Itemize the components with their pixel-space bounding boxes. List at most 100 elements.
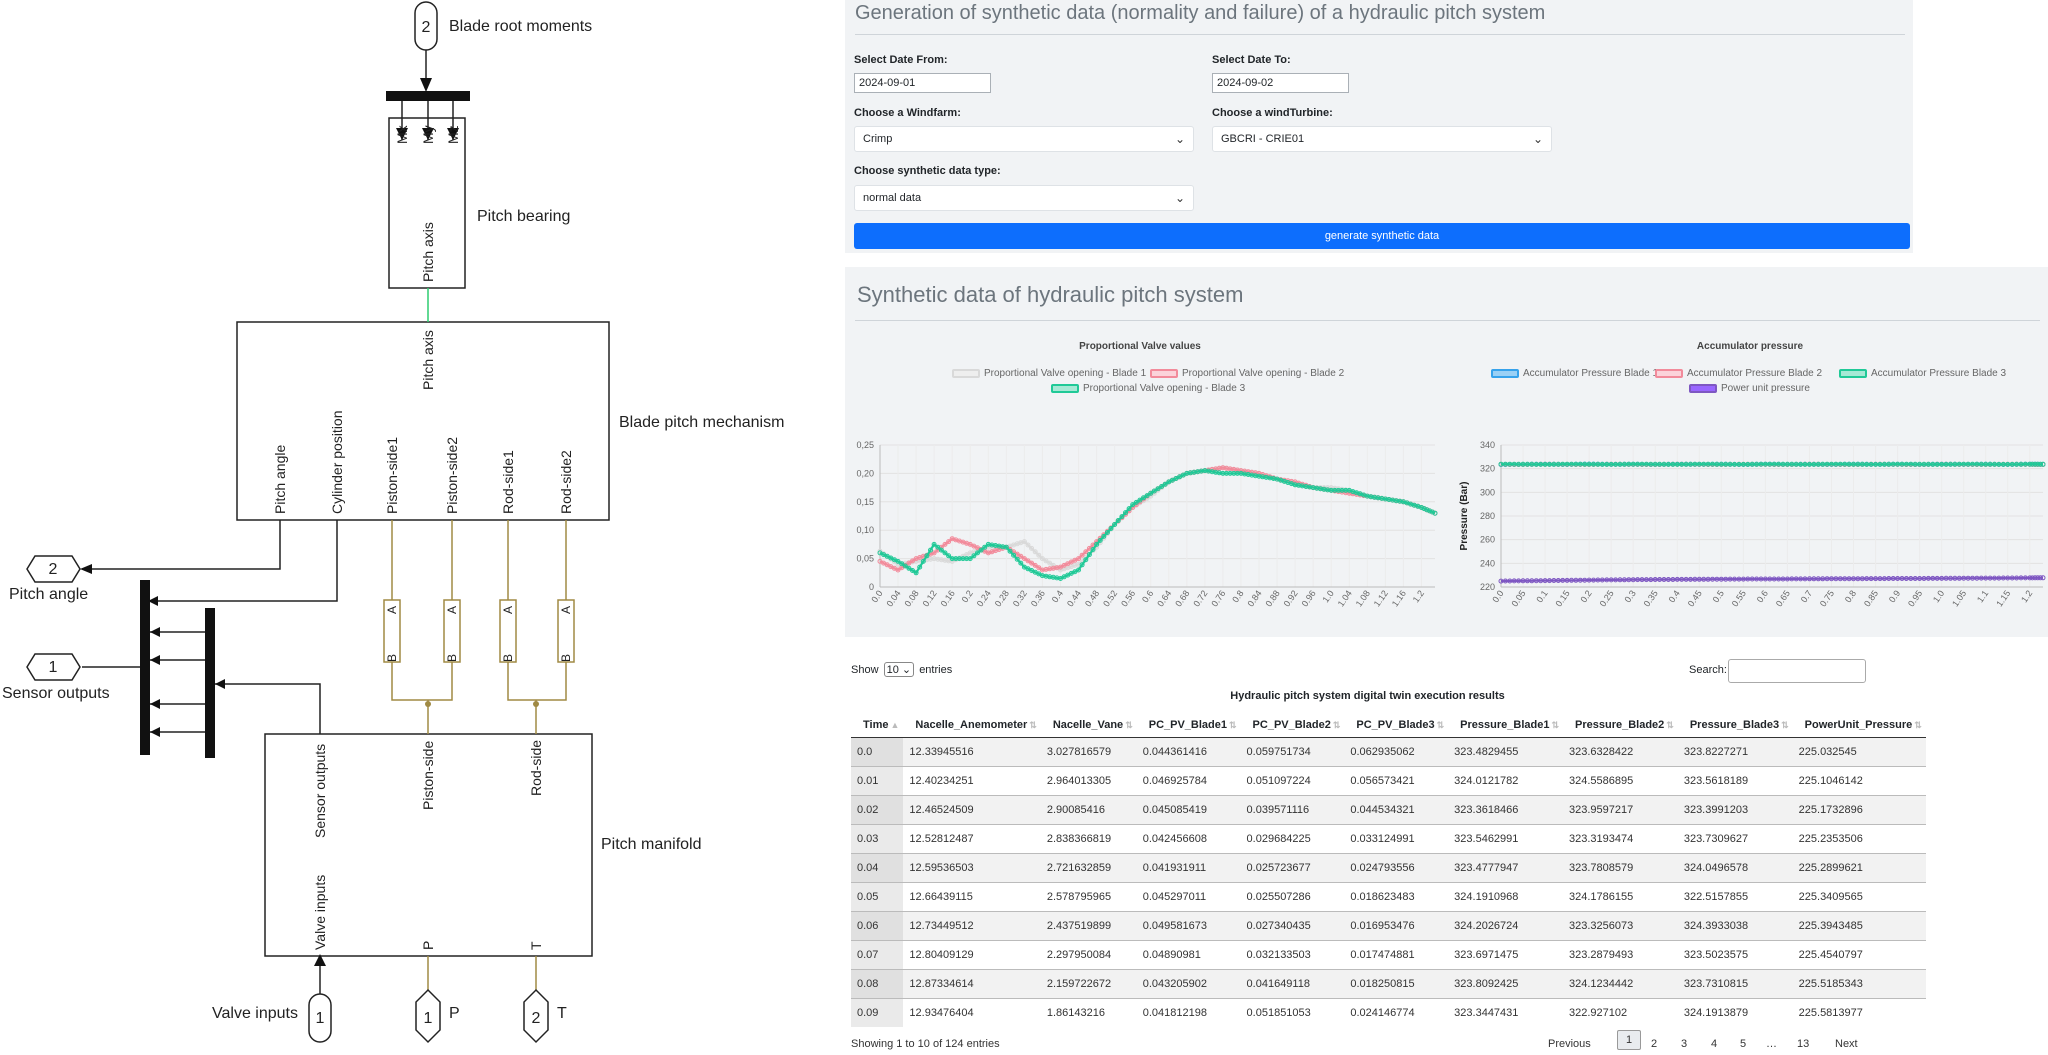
table-cell: 0.033124991	[1344, 824, 1449, 854]
table-cell: 323.7310815	[1677, 969, 1793, 999]
page-4-button[interactable]: 4	[1711, 1038, 1718, 1050]
column-header-powerunit_pressure[interactable]: PowerUnit_Pressure ⇅	[1792, 712, 1926, 738]
bearing-axis-label: Pitch axis	[420, 222, 436, 282]
column-header-pc_pv_blade1[interactable]: PC_PV_Blade1 ⇅	[1136, 712, 1241, 738]
table-cell: 2.437519899	[1040, 911, 1137, 941]
block-diagram: 2 Blade root moments Pitch bearing Blade…	[0, 0, 840, 1055]
chevron-down-icon: ⌄	[1174, 132, 1185, 146]
x-tick-label: 1.1	[1975, 588, 1990, 604]
port-pitch-angle[interactable]	[26, 555, 81, 583]
table-row[interactable]: 0.07 12.80409129 2.297950084 0.04890981 0.03…	[851, 940, 1926, 970]
port-t[interactable]	[523, 988, 549, 1044]
table-cell: 323.6328422	[1563, 737, 1678, 767]
data-point	[2037, 461, 2043, 467]
data-point	[1076, 556, 1081, 562]
date-to-input[interactable]: 2024-09-02	[1212, 73, 1349, 93]
chart2-legend-blade1[interactable]: Accumulator Pressure Blade 1	[1491, 368, 1658, 379]
table-cell: 225.3409565	[1792, 882, 1926, 912]
column-header-pressure_blade3[interactable]: Pressure_Blade3 ⇅	[1677, 712, 1793, 738]
table-row[interactable]: 0.01 12.40234251 2.964013305 0.046925784 0.0…	[851, 766, 1926, 796]
table-cell: 0.017474881	[1344, 940, 1449, 970]
chart2-legend-blade2[interactable]: Accumulator Pressure Blade 2	[1655, 368, 1822, 379]
table-cell: 225.032545	[1792, 737, 1926, 767]
table-cell: 323.5618189	[1677, 766, 1793, 796]
blade-root-port-number: 2	[422, 19, 431, 36]
data-point	[2029, 575, 2035, 581]
table-cell: 323.7309627	[1677, 824, 1793, 854]
data-point	[1599, 577, 1605, 583]
x-tick-label: 0.72	[1191, 588, 1209, 608]
page-3-button[interactable]: 3	[1681, 1038, 1688, 1050]
column-header-pc_pv_blade3[interactable]: PC_PV_Blade3 ⇅	[1344, 712, 1449, 738]
p-port-label: P	[449, 1005, 460, 1022]
data-point	[1119, 514, 1125, 520]
page-13-button[interactable]: 13	[1797, 1038, 1810, 1050]
table-row[interactable]: 0.05 12.66439115 2.578795965 0.045297011 0.0…	[851, 882, 1926, 912]
column-header-time[interactable]: Time ▲	[851, 712, 904, 738]
data-point	[1868, 576, 1874, 582]
chart1-legend-blade2[interactable]: Proportional Valve opening - Blade 2	[1150, 368, 1344, 379]
table-cell: 324.3933038	[1677, 911, 1793, 941]
data-point	[1802, 576, 1808, 582]
table-row[interactable]: 0.08 12.87334614 2.159722672 0.043205902 0.0…	[851, 969, 1926, 999]
chart2-legend-blade3[interactable]: Accumulator Pressure Blade 3	[1839, 368, 2006, 379]
port-valve-inputs[interactable]	[308, 993, 332, 1043]
pitch-bearing-block[interactable]	[388, 117, 466, 289]
table-row[interactable]: 0.06 12.73449512 2.437519899 0.049581673 0.0…	[851, 911, 1926, 941]
data-point	[1029, 560, 1035, 566]
table-cell: 0.06	[851, 911, 904, 941]
data-point	[1043, 558, 1049, 564]
table-row[interactable]: 0.0 12.33945516 3.027816579 0.044361416 0.05…	[851, 737, 1926, 767]
datatype-select[interactable]: normal data ⌄	[854, 185, 1194, 211]
previous-button[interactable]: Previous	[1548, 1038, 1591, 1050]
blade-pitch-mechanism-block[interactable]	[236, 321, 610, 521]
mux-bar-2	[205, 608, 215, 758]
data-point	[2005, 461, 2011, 467]
generate-button[interactable]: generate synthetic data	[854, 223, 1910, 249]
data-point	[1021, 539, 1027, 545]
entries-select[interactable]: 10 ⌄	[883, 662, 915, 677]
table-row[interactable]: 0.09 12.93476404 1.86143216 0.041812198 0.05…	[851, 998, 1926, 1027]
valve-port-number: 1	[316, 1010, 325, 1027]
table-cell: 0.046925784	[1136, 766, 1241, 796]
turbine-select[interactable]: GBCRI - CRIE01 ⌄	[1212, 126, 1552, 152]
table-row[interactable]: 0.03 12.52812487 2.838366819 0.042456608 0.0…	[851, 824, 1926, 854]
x-tick-label: 0.3	[1622, 588, 1637, 604]
port-p[interactable]	[415, 988, 441, 1044]
page-5-button[interactable]: 5	[1740, 1038, 1747, 1050]
column-header-nacelle_vane[interactable]: Nacelle_Vane ⇅	[1040, 712, 1137, 738]
page-1-button[interactable]: 1	[1617, 1030, 1642, 1050]
manifold-rod-label: Rod-side	[528, 740, 544, 796]
column-header-pc_pv_blade2[interactable]: PC_PV_Blade2 ⇅	[1240, 712, 1345, 738]
data-point	[906, 565, 912, 571]
data-point	[1427, 508, 1433, 514]
data-point	[1032, 562, 1038, 568]
table-cell: 12.33945516	[903, 737, 1041, 767]
column-header-pressure_blade1[interactable]: Pressure_Blade1 ⇅	[1448, 712, 1563, 738]
date-from-input[interactable]: 2024-09-01	[854, 73, 991, 93]
data-point	[1104, 530, 1110, 535]
data-point	[1868, 461, 1874, 467]
table-row[interactable]: 0.04 12.59536503 2.721632859 0.041931911 0.0…	[851, 853, 1926, 883]
table-row[interactable]: 0.02 12.46524509 2.90085416 0.045085419 0.03…	[851, 795, 1926, 825]
data-point	[1014, 556, 1020, 562]
search-input[interactable]	[1728, 659, 1866, 683]
page-2-button[interactable]: 2	[1651, 1038, 1658, 1050]
table-cell: 0.018250815	[1344, 969, 1449, 999]
table-cell: 0.043205902	[1136, 969, 1241, 999]
x-tick-label: 0.75	[1818, 588, 1836, 608]
cyl3-b-label: B	[501, 654, 515, 662]
table-caption: Hydraulic pitch system digital twin exec…	[1230, 690, 1505, 702]
y-tick-label: 0,20	[856, 468, 874, 478]
chart2-legend-powerunit[interactable]: Power unit pressure	[1689, 383, 1810, 394]
x-tick-label: 1.0	[1931, 588, 1946, 604]
chart1-legend-blade1[interactable]: Proportional Valve opening - Blade 1	[952, 368, 1146, 379]
x-tick-label: 0.2	[960, 588, 975, 604]
column-header-nacelle_anemometer[interactable]: Nacelle_Anemometer ⇅	[903, 712, 1041, 738]
data-point	[1039, 556, 1045, 562]
port-sensor-outputs[interactable]	[26, 653, 81, 681]
column-header-pressure_blade2[interactable]: Pressure_Blade2 ⇅	[1563, 712, 1678, 738]
windfarm-select[interactable]: Crimp ⌄	[854, 126, 1194, 152]
next-button[interactable]: Next	[1835, 1038, 1858, 1050]
chart1-legend-blade3[interactable]: Proportional Valve opening - Blade 3	[1051, 383, 1245, 394]
